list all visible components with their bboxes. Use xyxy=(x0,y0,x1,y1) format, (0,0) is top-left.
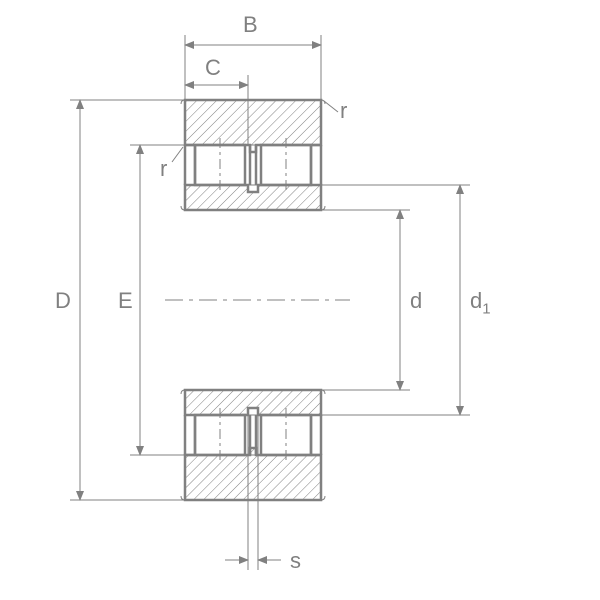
bearing-section-diagram: B C D E d d1 s r r xyxy=(0,0,600,600)
dim-label-r-inner: r xyxy=(160,156,167,182)
dim-label-E: E xyxy=(118,288,133,314)
dim-label-r-outer: r xyxy=(340,98,347,124)
dim-label-d: d xyxy=(410,288,422,314)
dim-label-s: s xyxy=(290,548,301,574)
dim-label-D: D xyxy=(55,288,71,314)
dim-label-d1: d1 xyxy=(470,288,491,317)
dim-label-C: C xyxy=(205,55,221,81)
dim-label-B: B xyxy=(243,12,258,38)
